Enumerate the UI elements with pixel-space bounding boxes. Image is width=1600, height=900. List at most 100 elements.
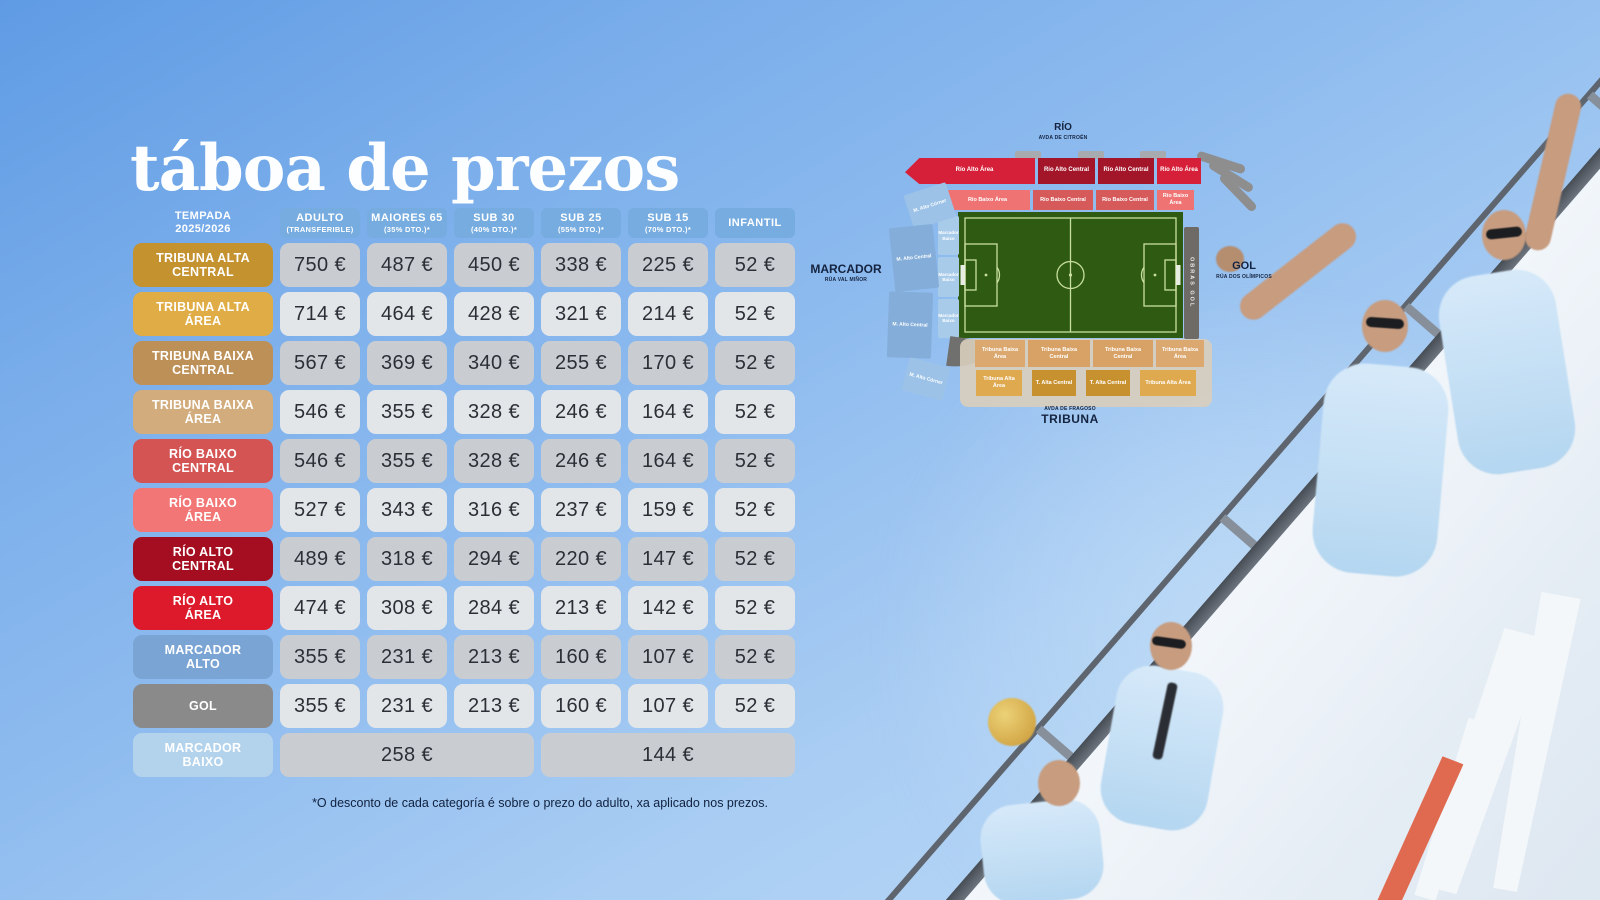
row-header-line: ÁREA	[184, 608, 222, 622]
price-cell: 170 €	[628, 341, 708, 385]
price-cell-merged: 144 €	[541, 733, 795, 777]
flag-graphic	[1395, 575, 1600, 900]
row-header-line: TRIBUNA ALTA	[156, 299, 250, 314]
marcador-baixo-strip: Marcador Baixo Marcador Baixo Marcador Bai…	[938, 216, 959, 338]
map-section: Río Alto Área	[905, 158, 1035, 184]
price-cell: 546 €	[280, 439, 360, 483]
column-header-sub-25: SUB 25 (55% DTO.)*	[541, 208, 621, 238]
row-header-gol: GOL	[133, 684, 273, 728]
map-section: Río Baixo Área	[945, 190, 1030, 210]
price-cell: 107 €	[628, 635, 708, 679]
price-cell-merged: 258 €	[280, 733, 534, 777]
price-table: TEMPADA 2025/2026 ADULTO (TRANSFERIBLE) MAIO…	[133, 208, 795, 777]
column-header-sub: (35% DTO.)*	[383, 224, 431, 234]
price-cell: 160 €	[541, 635, 621, 679]
map-section: Tribuna Baixa Área	[975, 340, 1025, 367]
price-cell: 355 €	[280, 635, 360, 679]
map-section-marcador-baixo: Marcador Baixo	[938, 216, 959, 256]
price-cell: 213 €	[454, 684, 534, 728]
price-cell: 164 €	[628, 390, 708, 434]
row-header-tribuna-baixa-area: TRIBUNA BAIXA ÁREA	[133, 390, 273, 434]
price-cell: 567 €	[280, 341, 360, 385]
band-tribuna-alta: Tribuna Alta Área T. Alta Central T. Alta …	[976, 370, 1196, 396]
price-cell: 321 €	[541, 292, 621, 336]
price-cell: 714 €	[280, 292, 360, 336]
street-label-gol: GOL RÚA DOS OLÍMPICOS	[1216, 260, 1272, 280]
row-header-line: CENTRAL	[172, 363, 234, 377]
price-cell: 338 €	[541, 243, 621, 287]
band-rio-baixo: Río Baixo Área Río Baixo Central Río Baixo…	[945, 190, 1194, 210]
price-cell: 52 €	[715, 488, 795, 532]
column-header-label: ADULTO	[296, 212, 344, 225]
price-cell: 52 €	[715, 586, 795, 630]
column-header-label: INFANTIL	[728, 216, 782, 229]
price-cell: 294 €	[454, 537, 534, 581]
price-cell: 316 €	[454, 488, 534, 532]
price-cell: 231 €	[367, 635, 447, 679]
map-section: Río Alto Área	[1157, 158, 1201, 184]
price-cell: 159 €	[628, 488, 708, 532]
column-header-maiores-65: MAIORES 65 (35% DTO.)*	[367, 208, 447, 238]
map-section: Tribuna Baixa Central	[1028, 340, 1090, 367]
map-section-left: M. Alto Central	[886, 291, 934, 359]
map-section: Tribuna Alta Área	[976, 370, 1022, 396]
page-title: táboa de prezos	[130, 130, 680, 206]
price-cell: 220 €	[541, 537, 621, 581]
map-section: Río Alto Central	[1098, 158, 1154, 184]
column-header-label: SUB 30	[473, 212, 515, 225]
price-cell: 369 €	[367, 341, 447, 385]
season-line: TEMPADA	[174, 209, 232, 222]
price-cell: 255 €	[541, 341, 621, 385]
map-section-marcador-baixo: Marcador Baixo	[938, 298, 959, 338]
price-cell: 52 €	[715, 292, 795, 336]
price-cell: 487 €	[367, 243, 447, 287]
street-label-marcador: MARCADOR RÚA VAL MIÑOR	[810, 262, 882, 283]
row-header-line: CENTRAL	[172, 461, 234, 475]
row-header-line: RÍO ALTO	[172, 544, 234, 559]
price-cell: 52 €	[715, 684, 795, 728]
price-cell: 343 €	[367, 488, 447, 532]
map-section: Tribuna Baixa Central	[1093, 340, 1153, 367]
price-cell: 246 €	[541, 439, 621, 483]
column-header-adulto: ADULTO (TRANSFERIBLE)	[280, 208, 360, 238]
player-torso	[1309, 359, 1452, 581]
row-header-line: MARCADOR	[164, 740, 242, 755]
price-cell: 214 €	[628, 292, 708, 336]
row-header-line: MARCADOR	[164, 642, 242, 657]
price-cell: 213 €	[541, 586, 621, 630]
price-cell: 355 €	[367, 390, 447, 434]
row-header-tribuna-baixa-central: TRIBUNA BAIXA CENTRAL	[133, 341, 273, 385]
row-header-rio-baixo-central: RÍO BAIXO CENTRAL	[133, 439, 273, 483]
column-header-sub: (40% DTO.)*	[470, 224, 518, 234]
pitch	[958, 212, 1183, 338]
map-section: Río Baixo Central	[1096, 190, 1154, 210]
column-header-sub-30: SUB 30 (40% DTO.)*	[454, 208, 534, 238]
stadium-entrance	[1078, 151, 1104, 159]
price-cell: 546 €	[280, 390, 360, 434]
column-header-sub: (TRANSFERIBLE)	[286, 224, 354, 234]
price-cell: 328 €	[454, 390, 534, 434]
obras-gol-stand: OBRAS GOL	[1184, 227, 1199, 339]
price-cell: 284 €	[454, 586, 534, 630]
price-cell: 237 €	[541, 488, 621, 532]
price-cell: 355 €	[367, 439, 447, 483]
map-section: Río Alto Central	[1038, 158, 1095, 184]
band-tribuna-baixa: Tribuna Baixa Área Tribuna Baixa Central T…	[975, 340, 1204, 367]
row-header-rio-baixo-area: RÍO BAIXO ÁREA	[133, 488, 273, 532]
player-torso	[977, 796, 1107, 900]
column-header-label: MAIORES 65	[371, 212, 443, 225]
price-cell: 750 €	[280, 243, 360, 287]
row-header-line: ÁREA	[184, 510, 222, 524]
price-cell: 160 €	[541, 684, 621, 728]
row-header-tribuna-alta-area: TRIBUNA ALTA ÁREA	[133, 292, 273, 336]
row-header-line: RÍO BAIXO	[169, 446, 237, 461]
price-cell: 52 €	[715, 537, 795, 581]
row-header-rio-alto-area: RÍO ALTO ÁREA	[133, 586, 273, 630]
railing-stanchion	[1586, 91, 1600, 130]
price-cell: 428 €	[454, 292, 534, 336]
price-cell: 328 €	[454, 439, 534, 483]
season-line: 2025/2026	[175, 223, 231, 235]
column-header-sub-15: SUB 15 (70% DTO.)*	[628, 208, 708, 238]
price-cell: 318 €	[367, 537, 447, 581]
